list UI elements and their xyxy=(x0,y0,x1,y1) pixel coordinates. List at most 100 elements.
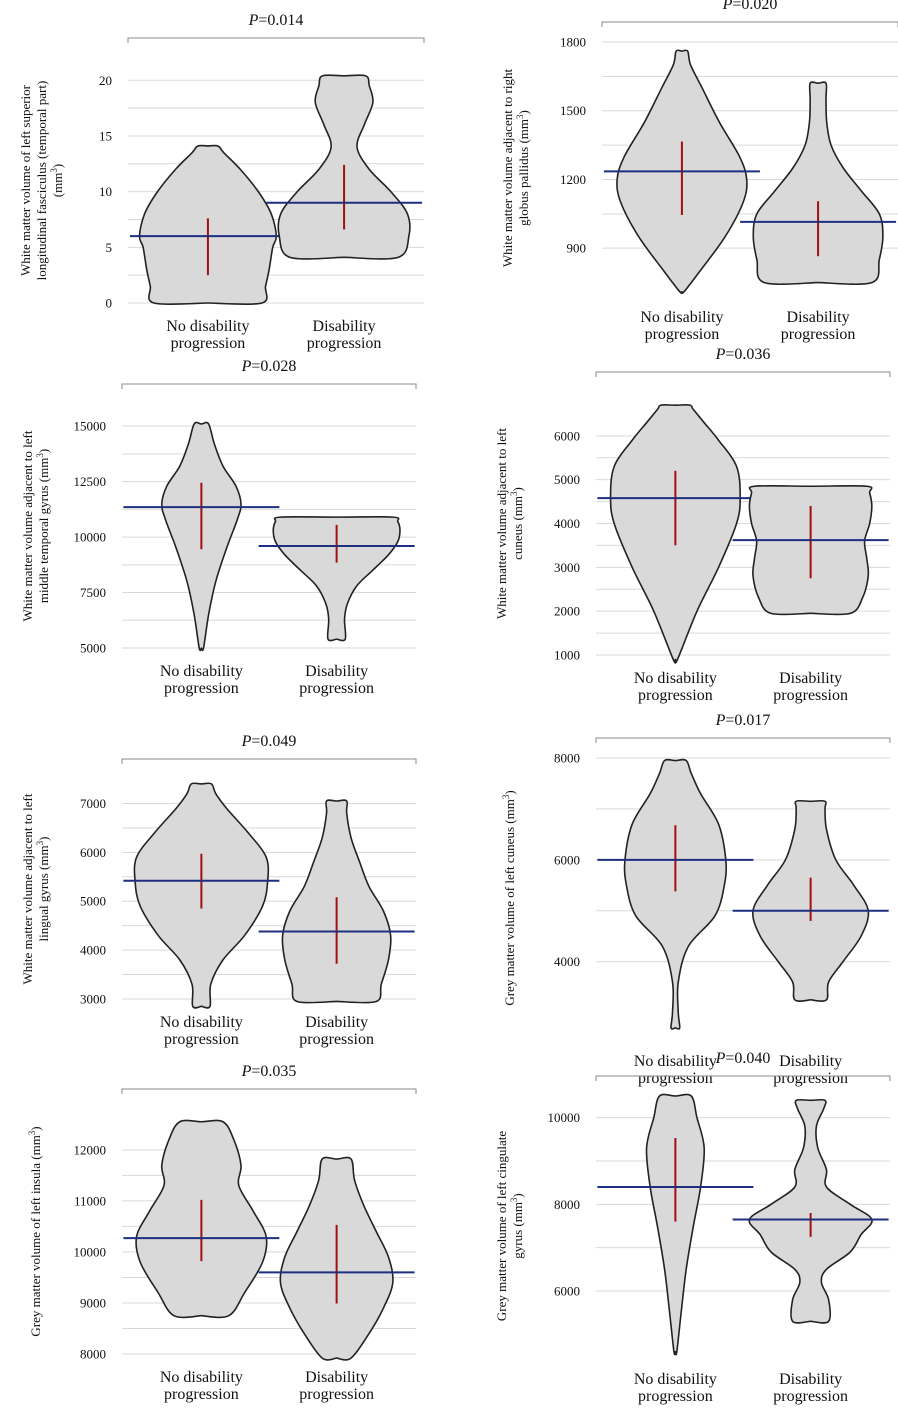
p-value: =0.049 xyxy=(251,733,296,750)
p-value-title: P=0.028 xyxy=(241,358,297,375)
plot-1: 0 5 10 15 20 P=0.014 No disability progression D… xyxy=(18,12,425,352)
category-label: No disability progression xyxy=(160,1369,243,1403)
y-tick-label: 5000 xyxy=(80,641,106,656)
category-label: Disability progression xyxy=(307,318,382,352)
p-value-title: P=0.017 xyxy=(715,712,771,729)
violin-shape xyxy=(645,1093,706,1356)
y-tick-label: 1200 xyxy=(560,172,586,187)
category-label: Disability progression xyxy=(773,1371,848,1405)
y-axis-label: Grey matter volume of left cuneus (mm3) xyxy=(501,790,517,1005)
y-tick-label: 4000 xyxy=(80,943,106,958)
plot-4: 1000 2000 3000 4000 5000 6000 P=0.036 No disabi… xyxy=(494,346,891,704)
p-symbol: P xyxy=(715,712,726,729)
y-tick-label: 8000 xyxy=(554,1197,580,1212)
category-label: No disability progression xyxy=(634,670,717,704)
p-value-title: P=0.049 xyxy=(241,733,297,750)
y-tick-label: 1500 xyxy=(560,103,586,118)
p-value: =0.035 xyxy=(251,1063,296,1080)
p-symbol: P xyxy=(722,0,733,13)
p-value: =0.014 xyxy=(258,12,303,29)
significance-bracket xyxy=(595,737,891,743)
p-symbol: P xyxy=(241,1063,252,1080)
violin-shape xyxy=(748,1098,873,1324)
significance-bracket xyxy=(121,383,417,389)
y-tick-label: 20 xyxy=(99,73,112,88)
category-label: Disability progression xyxy=(773,670,848,704)
category-label: Disability progression xyxy=(299,1014,374,1048)
y-tick-label: 1000 xyxy=(554,648,580,663)
significance-bracket xyxy=(595,1075,891,1081)
category-label: No disability progression xyxy=(634,1053,717,1087)
y-axis-label: White matter volume adjacent to leftmidd… xyxy=(20,430,51,621)
y-tick-label: 5 xyxy=(106,240,113,255)
category-label: No disability progression xyxy=(160,663,243,697)
y-tick-label: 15000 xyxy=(74,419,107,434)
violin-shape xyxy=(623,758,728,1030)
p-value: =0.036 xyxy=(725,346,770,363)
p-symbol: P xyxy=(248,12,259,29)
p-symbol: P xyxy=(715,1050,726,1067)
y-axis-label: White matter volume adjacent to rightglo… xyxy=(500,69,531,268)
y-tick-label: 4000 xyxy=(554,954,580,969)
y-axis-label: Grey matter volume of left cingulategyru… xyxy=(494,1131,525,1321)
p-value: =0.040 xyxy=(725,1050,770,1067)
y-tick-label: 10000 xyxy=(74,530,107,545)
significance-bracket xyxy=(595,371,891,377)
y-tick-label: 7000 xyxy=(80,796,106,811)
y-tick-label: 5000 xyxy=(80,894,106,909)
y-tick-label: 6000 xyxy=(554,852,580,867)
p-value-title: P=0.035 xyxy=(241,1063,297,1080)
violin-shape xyxy=(272,516,401,642)
significance-bracket xyxy=(601,21,898,27)
y-tick-label: 15 xyxy=(99,128,112,143)
y-tick-label: 4000 xyxy=(554,516,580,531)
y-axis-label: White matter volume adjacent to leftling… xyxy=(20,793,51,984)
y-tick-label: 12500 xyxy=(74,474,107,489)
significance-bracket xyxy=(121,758,417,764)
y-tick-label: 10 xyxy=(99,184,112,199)
y-tick-label: 11000 xyxy=(74,1193,106,1208)
category-label: Disability progression xyxy=(299,1369,374,1403)
category-label: No disability progression xyxy=(166,318,249,352)
plot-2: 900 1200 1500 1800 P=0.020 No disability progr… xyxy=(500,0,898,343)
category-label: No disability progression xyxy=(640,309,723,343)
plot-3: 5000 7500 10000 12500 15000 P=0.028 No disabil… xyxy=(20,358,417,697)
category-label: No disability progression xyxy=(634,1371,717,1405)
significance-bracket xyxy=(127,37,425,43)
category-label: Disability progression xyxy=(773,1053,848,1087)
plot-7: 8000 9000 10000 11000 12000 P=0.035 No disabil… xyxy=(27,1063,417,1403)
y-tick-label: 5000 xyxy=(554,472,580,487)
y-tick-label: 6000 xyxy=(554,428,580,443)
category-label: No disability progression xyxy=(160,1014,243,1048)
p-value-title: P=0.036 xyxy=(715,346,771,363)
y-tick-label: 1800 xyxy=(560,35,586,50)
p-value-title: P=0.020 xyxy=(722,0,778,13)
plot-5: 3000 4000 5000 6000 7000 P=0.049 No disability… xyxy=(20,733,417,1048)
y-tick-label: 3000 xyxy=(80,992,106,1007)
y-tick-label: 12000 xyxy=(74,1142,107,1157)
p-value: =0.017 xyxy=(725,712,770,729)
category-label: Disability progression xyxy=(781,309,856,343)
y-tick-label: 900 xyxy=(567,241,587,256)
y-tick-label: 10000 xyxy=(74,1244,107,1259)
y-tick-label: 0 xyxy=(106,296,113,311)
category-label: Disability progression xyxy=(299,663,374,697)
p-value-title: P=0.014 xyxy=(248,12,304,29)
y-tick-label: 8000 xyxy=(554,751,580,766)
p-symbol: P xyxy=(241,358,252,375)
p-value: =0.028 xyxy=(251,358,296,375)
y-tick-label: 6000 xyxy=(80,845,106,860)
y-tick-label: 7500 xyxy=(80,585,106,600)
y-tick-label: 2000 xyxy=(554,604,580,619)
y-tick-label: 6000 xyxy=(554,1284,580,1299)
y-tick-label: 10000 xyxy=(548,1110,581,1125)
y-tick-label: 9000 xyxy=(80,1295,106,1310)
p-value: =0.020 xyxy=(732,0,777,13)
y-axis-label: White matter volume of left superiorlong… xyxy=(18,81,65,281)
y-axis-label: Grey matter volume of left insula (mm3) xyxy=(27,1126,43,1336)
y-tick-label: 3000 xyxy=(554,560,580,575)
y-tick-label: 8000 xyxy=(80,1347,106,1362)
p-value-title: P=0.040 xyxy=(715,1050,771,1067)
